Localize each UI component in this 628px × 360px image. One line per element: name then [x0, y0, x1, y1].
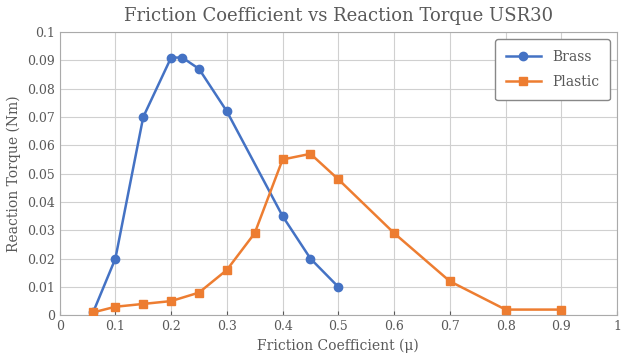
Brass — [89, 310, 97, 315]
Plastic — [251, 231, 259, 235]
Plastic — [279, 157, 286, 162]
Brass — [279, 214, 286, 218]
Plastic — [112, 305, 119, 309]
Plastic — [306, 152, 314, 156]
Plastic — [446, 279, 453, 283]
Plastic — [391, 231, 398, 235]
Plastic — [335, 177, 342, 181]
Brass — [112, 256, 119, 261]
Plastic — [139, 302, 147, 306]
Brass — [167, 55, 175, 60]
Brass — [139, 115, 147, 119]
Brass — [306, 256, 314, 261]
Plastic — [502, 307, 509, 312]
Plastic — [558, 307, 565, 312]
Line: Plastic: Plastic — [89, 150, 565, 316]
X-axis label: Friction Coefficient (μ): Friction Coefficient (μ) — [257, 339, 420, 353]
Line: Brass: Brass — [89, 53, 342, 316]
Y-axis label: Reaction Torque (Nm): Reaction Torque (Nm) — [7, 95, 21, 252]
Brass — [195, 67, 203, 71]
Plastic — [89, 310, 97, 315]
Brass — [223, 109, 230, 113]
Brass — [178, 55, 186, 60]
Brass — [335, 285, 342, 289]
Title: Friction Coefficient vs Reaction Torque USR30: Friction Coefficient vs Reaction Torque … — [124, 7, 553, 25]
Plastic — [167, 299, 175, 303]
Legend: Brass, Plastic: Brass, Plastic — [495, 39, 610, 100]
Plastic — [223, 268, 230, 272]
Plastic — [195, 291, 203, 295]
